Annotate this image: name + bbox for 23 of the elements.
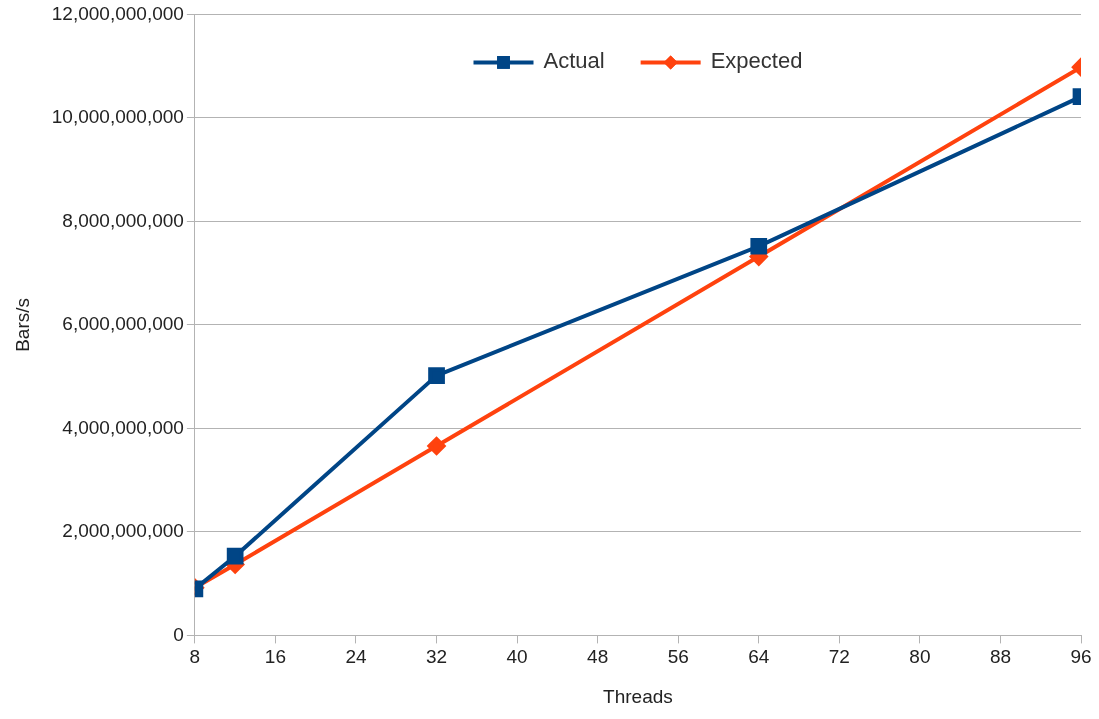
x-tick-label: 32 <box>425 646 448 668</box>
x-tick-label: 72 <box>828 646 850 668</box>
x-axis-title: Threads <box>603 685 673 707</box>
y-axis-title: Bars/s <box>11 297 33 352</box>
y-tick-label: 6,000,000,000 <box>62 313 184 335</box>
x-tick-label: 16 <box>264 646 286 668</box>
y-tick-label: 4,000,000,000 <box>62 416 184 438</box>
x-tick-label: 64 <box>748 646 770 668</box>
y-tick-label: 10,000,000,000 <box>51 106 184 128</box>
x-tick-label: 24 <box>345 646 367 668</box>
x-tick-label: 48 <box>587 646 609 668</box>
y-tick-label: 12,000,000,000 <box>51 2 184 24</box>
x-tick-label: 88 <box>989 646 1012 668</box>
x-tick-label: 96 <box>1070 646 1092 668</box>
x-tick-label: 8 <box>189 646 201 668</box>
x-tick-label: 56 <box>667 646 689 668</box>
legend-label: Actual <box>543 48 605 74</box>
y-tick-label: 8,000,000,000 <box>62 209 184 231</box>
y-tick-label: 0 <box>173 623 184 645</box>
x-tick-label: 40 <box>506 646 528 668</box>
x-tick-label: 80 <box>909 646 931 668</box>
legend-label: Expected <box>710 48 803 74</box>
y-tick-label: 2,000,000,000 <box>62 520 184 542</box>
